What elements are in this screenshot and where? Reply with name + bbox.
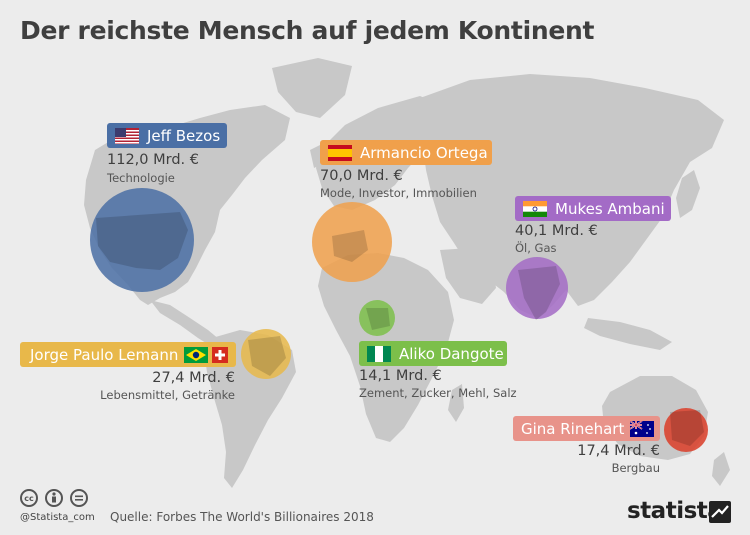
greenland-landmass	[272, 58, 352, 118]
industry-text: Technologie	[107, 171, 175, 185]
spain-flag-icon	[328, 144, 352, 161]
bubble-aliko-dangote	[359, 300, 395, 336]
industry-text: Lebensmittel, Getränke	[100, 388, 235, 402]
arabia-landmass	[440, 248, 496, 304]
india-shape	[518, 266, 560, 320]
label-jeff-bezos: Jeff Bezos	[107, 123, 227, 148]
wealth-value: 17,4 Mrd. €	[577, 443, 660, 459]
person-name: Jeff Bezos	[147, 126, 221, 145]
japan-landmass	[676, 170, 700, 218]
industry-text: Öl, Gas	[515, 241, 557, 255]
cc-icon: cc	[20, 489, 38, 507]
industry-text: Zement, Zucker, Mehl, Salz	[359, 386, 517, 400]
person-name: Mukes Ambani	[555, 199, 665, 218]
bubble-gina-rinehart	[664, 408, 708, 452]
usa-flag-icon	[115, 127, 139, 144]
source-note: Quelle: Forbes The World's Billionaires …	[110, 510, 374, 524]
label-aliko-dangote: Aliko Dangote	[359, 341, 507, 366]
person-name: Gina Rinehart	[521, 419, 625, 438]
madagascar-landmass	[448, 384, 464, 422]
indonesia-landmass	[584, 318, 672, 350]
industry-text: Bergbau	[611, 461, 660, 475]
wealth-value: 70,0 Mrd. €	[320, 168, 403, 184]
wealth-value: 14,1 Mrd. €	[359, 368, 442, 384]
no-derivatives-icon	[70, 489, 88, 507]
bubble-jorge-paulo-lemann	[241, 329, 291, 379]
label-jorge-paulo-lemann: Jorge Paulo Lemann	[20, 342, 236, 367]
nigeria-shape	[366, 308, 390, 330]
australia-flag-icon	[630, 420, 655, 437]
brazil-shape	[248, 336, 286, 376]
wealth-value: 40,1 Mrd. €	[515, 223, 598, 239]
person-name: Aliko Dangote	[399, 344, 504, 363]
bubble-mukes-ambani	[506, 257, 568, 319]
statista-logo: statista	[627, 498, 723, 524]
australia-shape	[670, 410, 704, 446]
industry-text: Mode, Investor, Immobilien	[320, 186, 477, 200]
bubble-jeff-bezos	[90, 188, 194, 292]
label-gina-rinehart: Gina Rinehart	[513, 416, 660, 441]
person-name: Jorge Paulo Lemann	[30, 345, 179, 364]
page-title: Der reichste Mensch auf jedem Kontinent	[20, 16, 595, 45]
statista-handle: @Statista_com	[20, 512, 95, 523]
switzerland-flag-icon	[212, 346, 229, 363]
brazil-flag-icon	[184, 346, 209, 363]
bubble-armancio-ortega	[312, 202, 392, 282]
brand-text: statista	[627, 498, 723, 524]
central-america-landmass	[150, 300, 220, 348]
wealth-value: 27,4 Mrd. €	[152, 370, 235, 386]
statista-logo-icon	[709, 501, 731, 523]
nigeria-flag-icon	[367, 345, 391, 362]
label-mukes-ambani: Mukes Ambani	[515, 196, 671, 221]
wealth-value: 112,0 Mrd. €	[107, 152, 199, 168]
usa-shape	[96, 212, 188, 270]
person-name: Armancio Ortega	[360, 143, 488, 162]
india-flag-icon	[523, 200, 547, 217]
label-armancio-ortega: Armancio Ortega	[320, 140, 492, 165]
attribution-icon	[45, 489, 63, 507]
new-zealand-landmass	[712, 452, 730, 486]
spain-shape	[332, 230, 368, 262]
wealth-bubbles	[90, 188, 708, 452]
